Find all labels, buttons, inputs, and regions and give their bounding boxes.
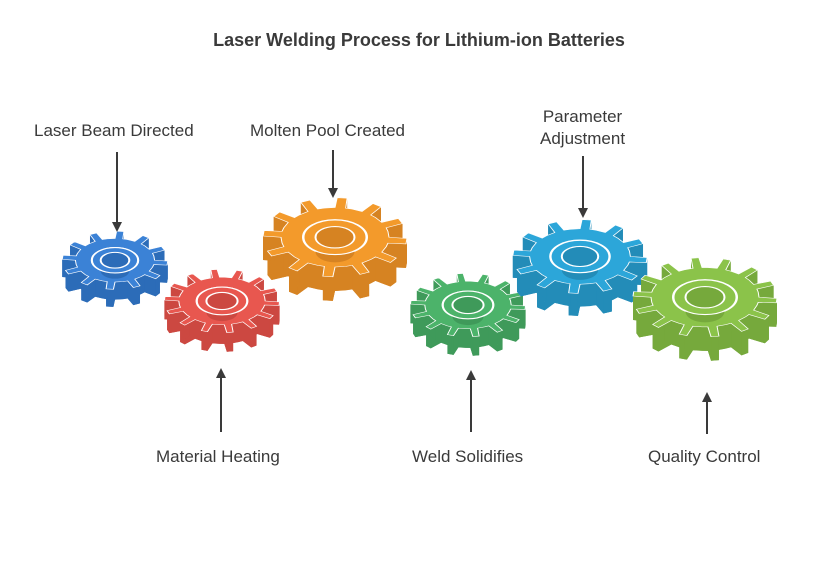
step-label-1: Laser Beam Directed — [34, 120, 194, 142]
arrow-step-6 — [706, 400, 708, 434]
diagram-title: Laser Welding Process for Lithium-ion Ba… — [0, 30, 838, 51]
gear-step-6 — [630, 256, 780, 372]
step-label-6: Quality Control — [648, 446, 760, 468]
step-label-5: Parameter Adjustment — [540, 106, 625, 150]
arrow-step-5 — [582, 156, 584, 210]
step-label-3: Molten Pool Created — [250, 120, 405, 142]
arrow-step-2 — [220, 376, 222, 432]
arrow-step-3 — [332, 150, 334, 190]
arrow-step-4 — [470, 378, 472, 432]
gear-step-1 — [60, 230, 170, 317]
step-label-2: Material Heating — [156, 446, 280, 468]
gear-step-3 — [260, 196, 410, 312]
arrow-step-1 — [116, 152, 118, 224]
step-label-4: Weld Solidifies — [412, 446, 523, 468]
gear-step-5 — [510, 218, 650, 326]
